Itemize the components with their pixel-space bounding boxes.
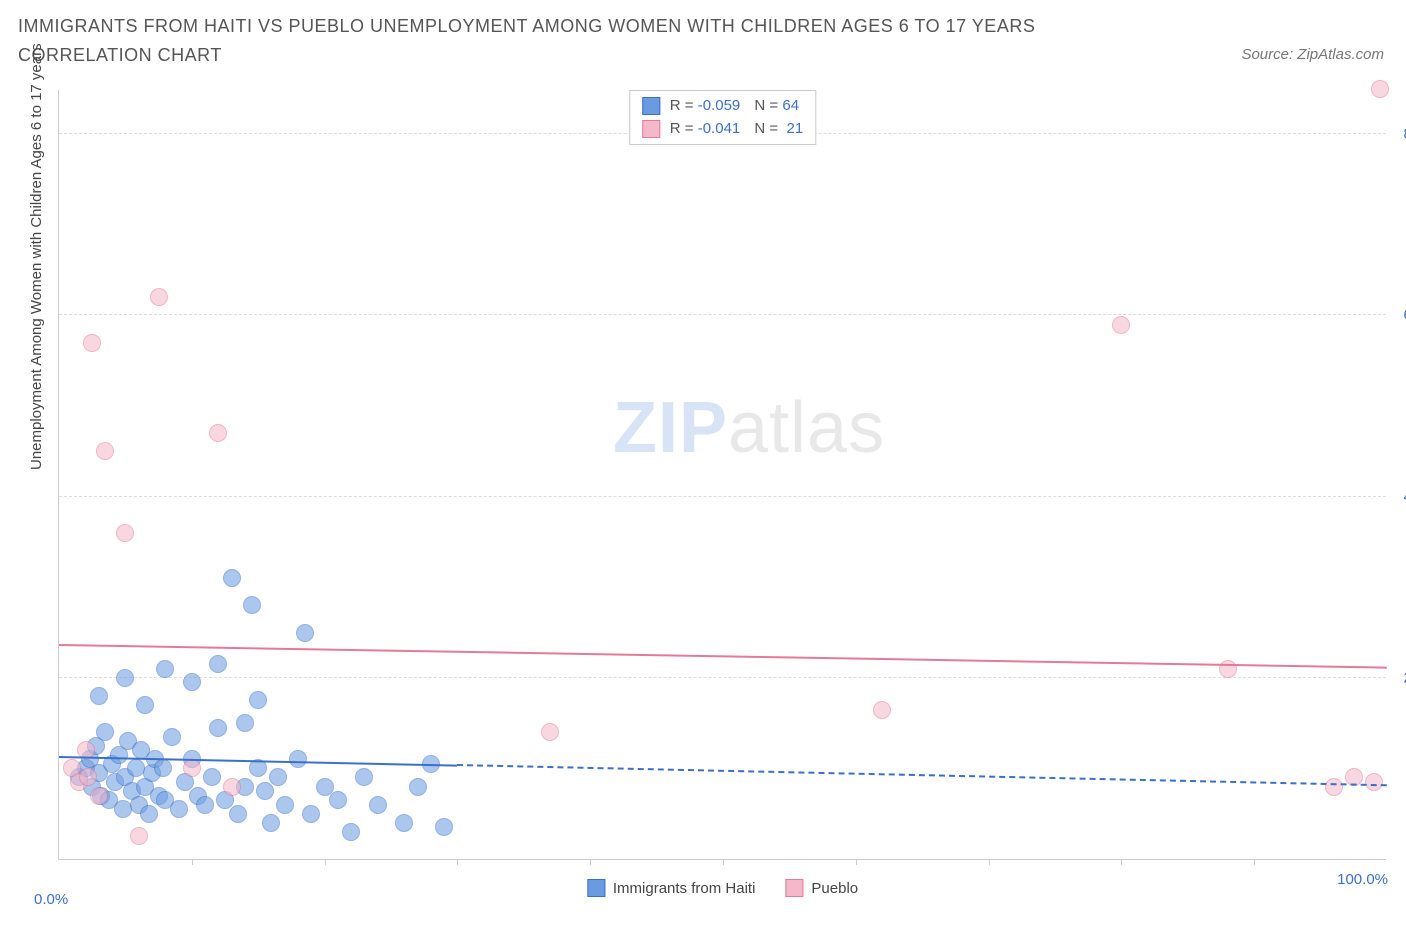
data-point — [203, 768, 221, 786]
series-legend: Immigrants from Haiti Pueblo — [587, 879, 858, 897]
trendline-dashed — [457, 764, 1387, 786]
data-point — [209, 655, 227, 673]
data-point — [183, 759, 201, 777]
data-point — [435, 818, 453, 836]
gridline — [59, 677, 1386, 678]
x-tick — [1121, 859, 1122, 865]
data-point — [1112, 316, 1130, 334]
legend-r-series-2: R = -0.041 — [670, 118, 740, 141]
data-point — [249, 691, 267, 709]
data-point — [355, 768, 373, 786]
data-point — [183, 673, 201, 691]
data-point — [873, 701, 891, 719]
data-point — [96, 723, 114, 741]
data-point — [209, 424, 227, 442]
legend-r-series-1: R = -0.059 — [670, 95, 740, 118]
x-tick — [989, 859, 990, 865]
data-point — [262, 814, 280, 832]
legend-item-series-2: Pueblo — [785, 879, 858, 897]
data-point — [1325, 778, 1343, 796]
data-point — [243, 596, 261, 614]
data-point — [229, 805, 247, 823]
data-point — [154, 759, 172, 777]
data-point — [163, 728, 181, 746]
data-point — [209, 719, 227, 737]
trendline-solid — [59, 644, 1387, 669]
x-tick — [723, 859, 724, 865]
x-tick — [457, 859, 458, 865]
x-tick — [590, 859, 591, 865]
x-tick — [192, 859, 193, 865]
data-point — [395, 814, 413, 832]
x-axis-min-label: 0.0% — [34, 891, 68, 908]
data-point — [170, 800, 188, 818]
watermark: ZIPatlas — [613, 387, 885, 469]
watermark-primary: ZIP — [613, 388, 728, 468]
data-point — [223, 778, 241, 796]
data-point — [1371, 80, 1389, 98]
correlation-chart: IMMIGRANTS FROM HAITI VS PUEBLO UNEMPLOY… — [0, 0, 1406, 930]
x-axis-max-label: 100.0% — [1337, 871, 1388, 888]
data-point — [130, 827, 148, 845]
legend-label-series-2: Pueblo — [811, 880, 858, 897]
data-point — [409, 778, 427, 796]
data-point — [79, 768, 97, 786]
legend-n-series-1: N = 64 — [750, 95, 799, 118]
plot-area: ZIPatlas R = -0.059 N = 64 R = -0.041 N … — [58, 90, 1386, 860]
data-point — [256, 782, 274, 800]
legend-n-series-2: N = 21 — [750, 118, 803, 141]
gridline — [59, 314, 1386, 315]
data-point — [96, 442, 114, 460]
source-attribution: Source: ZipAtlas.com — [1241, 46, 1384, 63]
data-point — [236, 714, 254, 732]
data-point — [156, 660, 174, 678]
y-axis-title: Unemployment Among Women with Children A… — [28, 43, 45, 470]
x-tick — [325, 859, 326, 865]
data-point — [90, 787, 108, 805]
legend-swatch-series-1-bottom — [587, 879, 605, 897]
data-point — [289, 750, 307, 768]
data-point — [369, 796, 387, 814]
legend-swatch-series-1 — [642, 97, 660, 115]
data-point — [140, 805, 158, 823]
data-point — [1219, 660, 1237, 678]
data-point — [223, 569, 241, 587]
data-point — [90, 687, 108, 705]
data-point — [83, 334, 101, 352]
data-point — [276, 796, 294, 814]
data-point — [116, 669, 134, 687]
correlation-legend: R = -0.059 N = 64 R = -0.041 N = 21 — [629, 90, 816, 145]
legend-swatch-series-2 — [642, 120, 660, 138]
data-point — [541, 723, 559, 741]
watermark-secondary: atlas — [728, 388, 885, 468]
data-point — [329, 791, 347, 809]
legend-item-series-1: Immigrants from Haiti — [587, 879, 756, 897]
legend-swatch-series-2-bottom — [785, 879, 803, 897]
data-point — [196, 796, 214, 814]
gridline — [59, 496, 1386, 497]
data-point — [136, 696, 154, 714]
legend-label-series-1: Immigrants from Haiti — [613, 880, 756, 897]
data-point — [302, 805, 320, 823]
data-point — [269, 768, 287, 786]
legend-row-series-2: R = -0.041 N = 21 — [642, 118, 803, 141]
data-point — [150, 288, 168, 306]
data-point — [116, 524, 134, 542]
data-point — [1365, 773, 1383, 791]
data-point — [342, 823, 360, 841]
chart-title: IMMIGRANTS FROM HAITI VS PUEBLO UNEMPLOY… — [18, 12, 1118, 70]
legend-row-series-1: R = -0.059 N = 64 — [642, 95, 803, 118]
data-point — [296, 624, 314, 642]
x-tick — [1254, 859, 1255, 865]
x-tick — [856, 859, 857, 865]
